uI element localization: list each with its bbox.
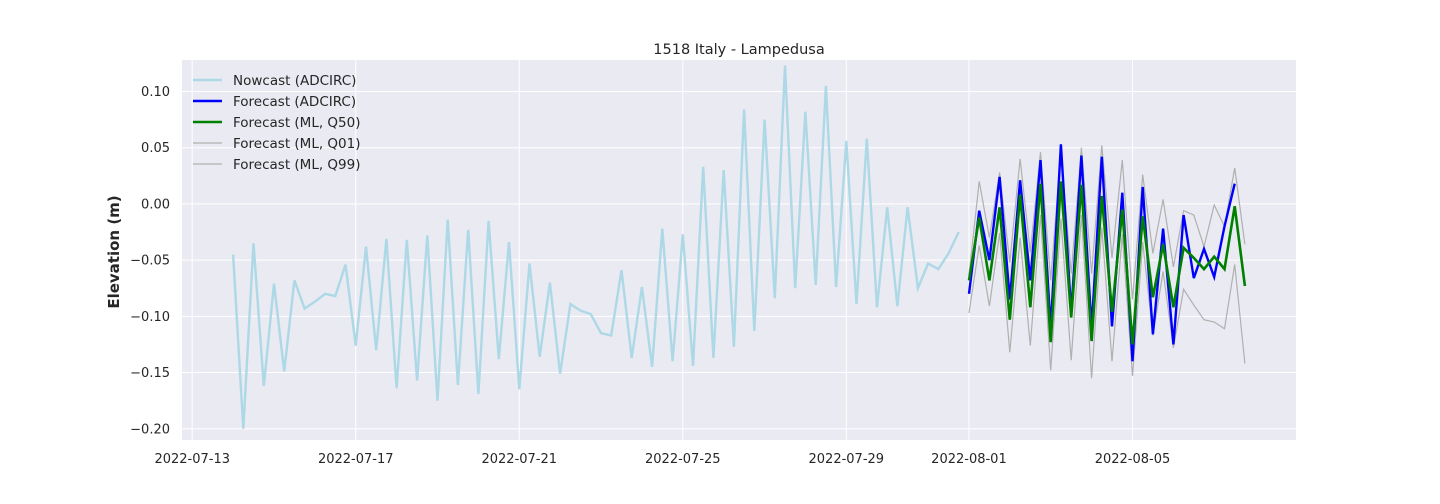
y-tick-label: −0.20 [130,422,170,437]
legend-label: Nowcast (ADCIRC) [233,73,356,89]
series-line-1 [967,144,1236,362]
x-tick-label: 2022-07-25 [645,452,721,467]
series-line-2 [967,181,1247,345]
x-axis: 2022-07-13 2022-07-17 2022-07-21 2022-07-25… [154,452,1170,467]
y-tick-label: 0.05 [141,141,170,156]
y-tick-label: −0.10 [130,310,170,325]
y-axis: 0.10 0.05 0.00 −0.05 −0.10 −0.15 −0.20 [130,85,170,437]
y-axis-label: Elevation (m) [105,195,123,308]
series-line-4 [968,145,1246,300]
chart-title: 1518 Italy - Lampedusa [653,42,824,58]
series-line-0 [231,65,960,429]
legend-label: Forecast (ADCIRC) [233,94,356,110]
y-tick-label: 0.10 [141,85,170,100]
y-tick-label: 0.00 [141,197,170,212]
x-tick-label: 2022-07-29 [809,452,885,467]
y-tick-label: −0.05 [130,254,170,269]
legend-label: Forecast (ML, Q50) [233,115,361,131]
x-tick-label: 2022-07-17 [318,452,394,467]
series-line-3 [968,215,1246,379]
series-layer [231,65,1247,429]
legend-label: Forecast (ML, Q01) [233,136,361,152]
y-tick-label: −0.15 [130,366,170,381]
x-tick-label: 2022-07-21 [481,452,557,467]
legend-label: Forecast (ML, Q99) [233,157,361,173]
x-tick-label: 2022-08-05 [1095,452,1171,467]
legend: Nowcast (ADCIRC) Forecast (ADCIRC) Forecas… [193,73,361,173]
x-tick-label: 2022-07-13 [154,452,230,467]
x-tick-label: 2022-08-01 [931,452,1007,467]
